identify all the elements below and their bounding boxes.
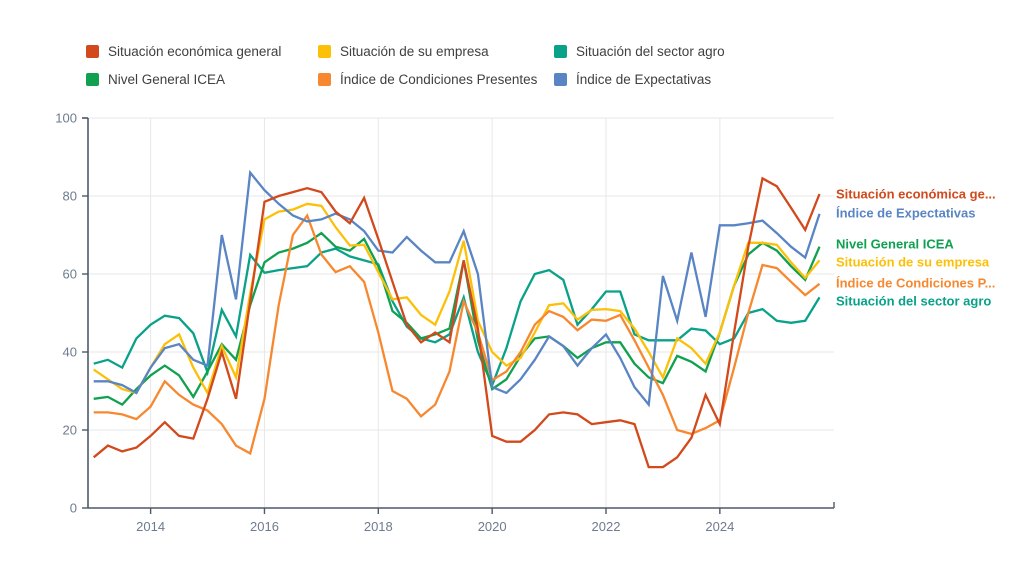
series-end-label: Índice de Expectativas [836,205,976,221]
series-end-label: Nivel General ICEA [836,236,954,252]
x-axis-label: 2014 [136,519,165,534]
series-line [93,213,821,456]
y-axis-label: 100 [55,111,77,126]
legend-swatch-icon [554,45,567,58]
x-axis-label: 2016 [250,519,279,534]
series-line [93,202,821,396]
y-axis-label: 60 [63,267,77,282]
legend-swatch-icon [86,73,99,86]
legend-label: Situación de su empresa [340,44,489,59]
legend-swatch-icon [86,45,99,58]
y-axis-label: 80 [63,189,77,204]
legend-label: Situación económica general [108,44,282,59]
y-axis-label: 0 [70,501,77,516]
x-axis-label: 2018 [364,519,393,534]
series-line [93,247,821,389]
series-line [93,231,821,407]
legend-item[interactable]: Índice de Expectativas [554,72,725,87]
legend-swatch-icon [318,45,331,58]
y-axis-label: 40 [63,345,77,360]
legend-item[interactable]: Índice de Condiciones Presentes [318,72,554,87]
x-axis-label: 2022 [592,519,621,534]
series-end-label: Situación económica ge... [836,186,996,202]
legend-label: Índice de Expectativas [576,72,712,87]
series-end-label: Situación del sector agro [836,293,992,309]
legend-label: Situación del sector agro [576,44,725,59]
x-axis-label: 2020 [478,519,507,534]
chart-legend: Situación económica general Situación de … [86,44,725,87]
series-line [92,176,821,469]
legend-item[interactable]: Situación económica general [86,44,318,59]
legend-label: Nivel General ICEA [108,72,226,87]
y-axis-label: 20 [63,423,77,438]
legend-label: Índice de Condiciones Presentes [340,72,538,87]
legend-item[interactable]: Situación del sector agro [554,44,725,59]
x-axis-label: 2024 [705,519,734,534]
legend-swatch-icon [318,73,331,86]
series-end-label: Situación de su empresa [836,254,990,270]
legend-swatch-icon [554,73,567,86]
legend-item[interactable]: Nivel General ICEA [86,72,318,87]
series-end-label: Índice de Condiciones P... [836,275,996,291]
series-line [93,169,821,408]
legend-item[interactable]: Situación de su empresa [318,44,554,59]
